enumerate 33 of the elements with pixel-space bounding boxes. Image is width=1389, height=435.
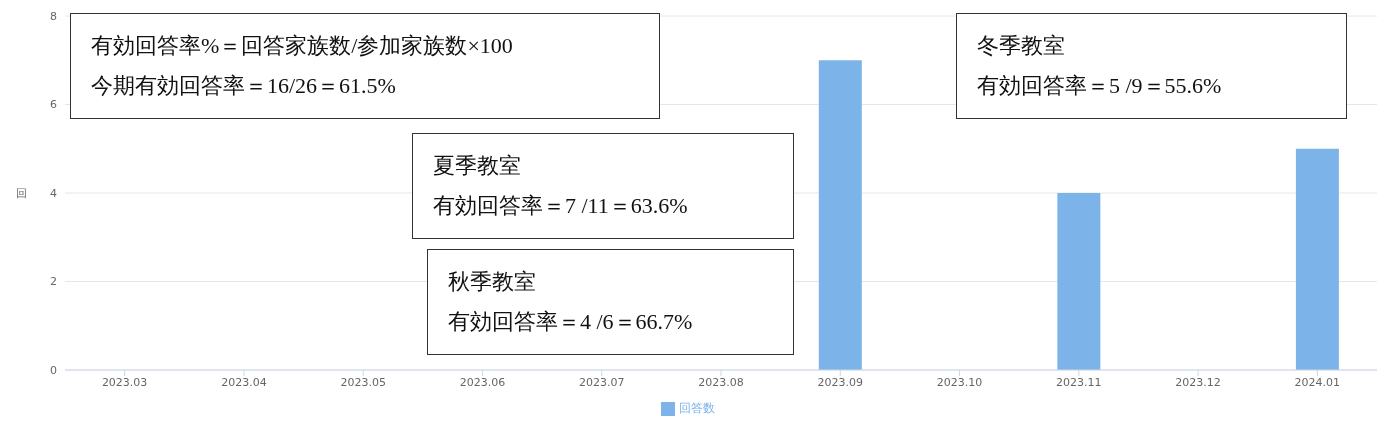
text-box: 秋季教室 有効回答率＝4 /6＝66.7% (427, 249, 794, 355)
legend-label: 回答数 (678, 401, 715, 415)
y-axis-title: 回 (16, 186, 27, 200)
text-box: 夏季教室 有効回答率＝7 /11＝63.6% (412, 133, 794, 239)
x-tick-label: 2023.06 (459, 375, 506, 389)
bar (818, 60, 862, 370)
x-tick-label: 2023.09 (817, 375, 864, 389)
y-tick-label: 0 (50, 363, 57, 377)
x-tick-label: 2023.10 (936, 375, 983, 389)
annotation: 夏季教室 (433, 152, 522, 180)
annotation: 今期有効回答率＝16/26＝61.5% (91, 72, 397, 100)
annotation: 冬季教室 (977, 32, 1066, 60)
x-tick-label: 2023.07 (578, 375, 625, 389)
x-tick-label: 2023.03 (101, 375, 148, 389)
annotation: 有効回答率＝4 /6＝66.7% (448, 308, 694, 336)
x-tick-label: 2023.04 (221, 375, 267, 389)
text-box: 冬季教室 有効回答率＝5 /9＝55.6% (956, 13, 1347, 119)
x-tick-label: 2023.12 (1175, 375, 1221, 389)
y-tick-label: 6 (50, 98, 57, 112)
y-tick-label: 8 (50, 9, 57, 23)
bar (1057, 193, 1101, 370)
y-tick-label: 4 (50, 186, 57, 200)
x-tick-label: 2023.11 (1056, 375, 1102, 389)
text-box: 有効回答率%＝回答家族数/参加家族数×100 今期有効回答率＝16/26＝61.5% (70, 13, 660, 119)
x-tick-label: 2023.08 (698, 375, 744, 389)
annotation: 有効回答率＝5 /9＝55.6% (977, 72, 1223, 100)
annotation: 有効回答率＝7 /11＝63.6% (433, 192, 689, 220)
y-tick-label: 2 (50, 275, 57, 289)
annotation: 秋季教室 (448, 268, 537, 296)
annotation: 有効回答率%＝回答家族数/参加家族数×100 (91, 32, 514, 60)
bar (1295, 148, 1339, 370)
x-tick-label: 2023.05 (340, 375, 386, 389)
x-tick-label: 2024.01 (1294, 375, 1341, 389)
